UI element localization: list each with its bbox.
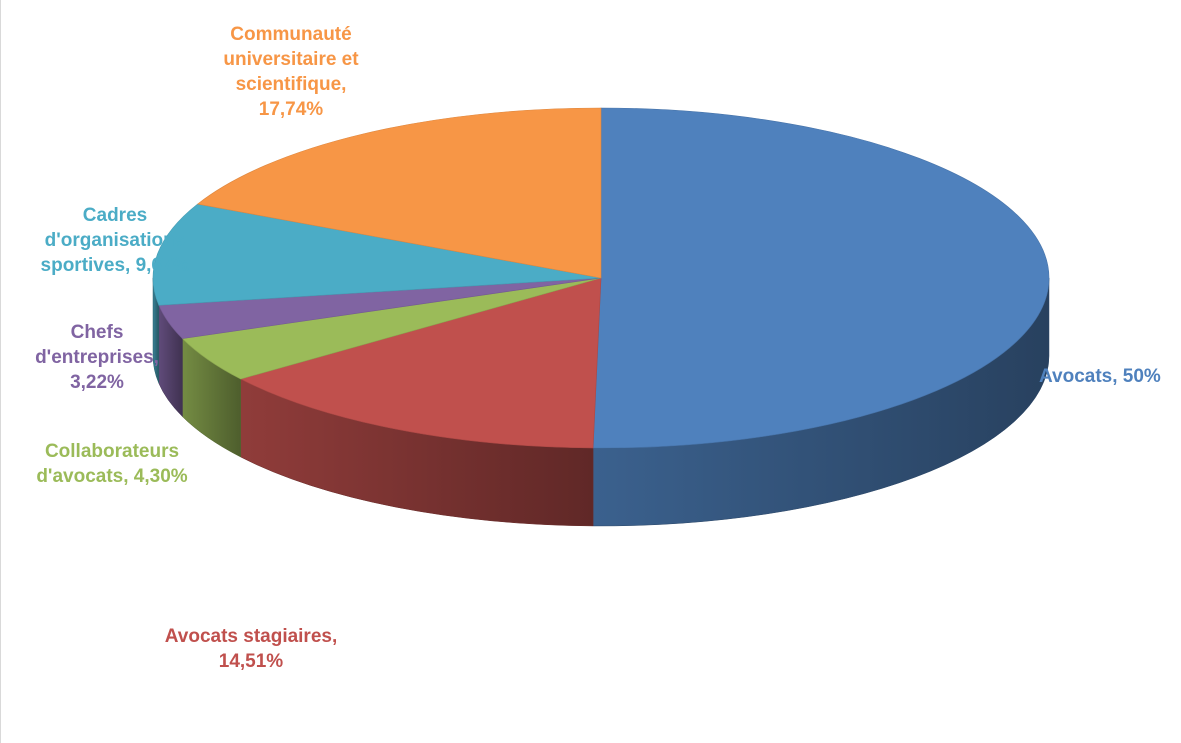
pie-slice-4 [152,203,602,306]
slice-label-collaborateurs: Collaborateurs d'avocats, 4,30% [36,441,188,487]
pie-tops [152,107,1050,449]
slice-label-avocats: Avocats, 50% [1039,366,1161,387]
slice-label-communaute: Communauté universitaire et scientifique… [223,24,359,120]
slice-label-avocats-stagiaires: Avocats stagiaires, 14,51% [164,626,338,672]
slice-label-cadres: Cadres d'organisations sportives, 9,67% [40,205,190,276]
pie-slice-5 [196,107,602,279]
pie-slice-1 [239,277,602,449]
slice-label-chefs-entreprises: Chefs d'entreprises, 3,22% [35,322,159,393]
pie-slice-0 [592,107,1050,449]
pie-sides [152,277,1050,527]
